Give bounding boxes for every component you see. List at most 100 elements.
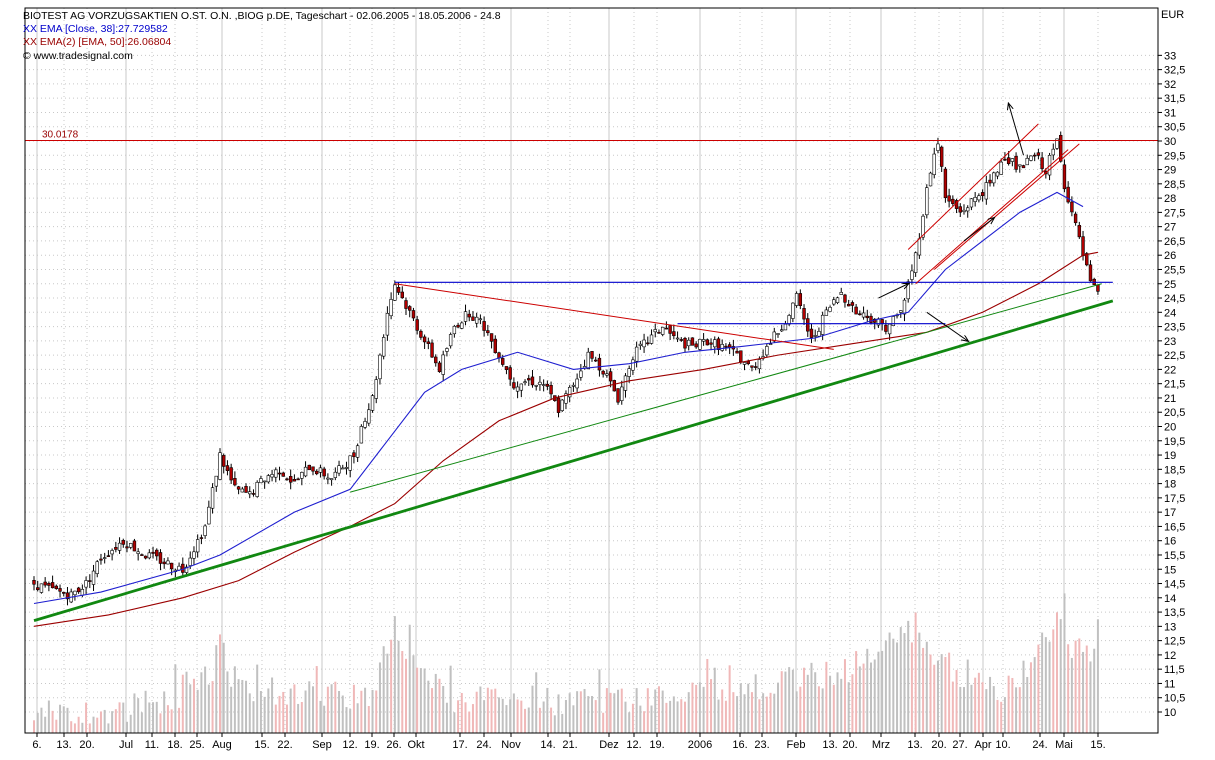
- candle-body: [765, 346, 769, 356]
- volume-bar: [114, 709, 117, 733]
- candle-body: [653, 329, 657, 333]
- candle-body: [162, 561, 166, 565]
- resistance-label: 30.0178: [42, 129, 79, 140]
- volume-bar: [855, 651, 858, 733]
- candle-body: [608, 371, 613, 382]
- volume-bar: [189, 684, 192, 733]
- volume-bar: [769, 692, 772, 733]
- volume-bar: [739, 683, 742, 733]
- volume-bar: [698, 682, 701, 733]
- volume-bar: [587, 696, 590, 733]
- candle-body: [1066, 186, 1070, 203]
- volume-bar: [512, 693, 515, 733]
- volume-bar: [464, 702, 467, 733]
- candle-body: [995, 171, 1000, 177]
- candle-body: [746, 361, 750, 365]
- volume-bar: [758, 699, 761, 733]
- x-tick-label: 13.: [56, 739, 71, 751]
- volume-bar: [483, 700, 486, 733]
- candle-body: [631, 359, 635, 371]
- candle-body: [835, 297, 840, 303]
- candle-body: [285, 478, 289, 481]
- volume-bar: [803, 667, 806, 733]
- y-tick-label: 15: [1164, 564, 1176, 576]
- candle-body: [370, 395, 375, 411]
- volume-bar: [773, 693, 776, 733]
- source-credit: © www.tradesignal.com: [23, 50, 133, 62]
- candle-body: [980, 192, 985, 197]
- candle-body: [791, 302, 795, 319]
- volume-bar: [181, 674, 184, 733]
- y-tick-label: 10,5: [1164, 693, 1185, 705]
- x-tick-label: 24.: [476, 739, 491, 751]
- volume-bar: [598, 669, 601, 733]
- y-tick-label: 21,5: [1164, 379, 1185, 391]
- y-tick-label: 17: [1164, 507, 1176, 519]
- y-tick-label: 25,5: [1164, 264, 1185, 276]
- candle-body: [463, 311, 468, 322]
- candle-body: [541, 384, 546, 386]
- chart-title: BIOTEST AG VORZUGSAKTIEN O.ST. O.N. ,BIO…: [23, 10, 501, 22]
- volume-bar: [99, 711, 102, 733]
- volume-bar: [486, 687, 489, 733]
- volume-bar: [676, 701, 679, 733]
- volume-bar: [963, 687, 965, 733]
- candle-body: [233, 478, 237, 486]
- volume-bar: [96, 717, 99, 733]
- candle-body: [1077, 225, 1082, 238]
- volume-bar: [438, 678, 441, 733]
- volume-bar: [687, 692, 690, 733]
- candle-body: [117, 542, 122, 551]
- candle-body: [806, 318, 810, 332]
- volume-bar: [992, 686, 995, 733]
- candle-body: [210, 487, 215, 509]
- candle-body: [222, 455, 226, 467]
- volume-bar: [672, 696, 675, 733]
- candle-body: [445, 348, 449, 352]
- candle-body: [422, 336, 427, 343]
- volume-bar: [970, 684, 973, 733]
- volume-bar: [40, 707, 43, 733]
- candle-body: [527, 378, 531, 381]
- volume-bar: [412, 655, 415, 733]
- trendline-support_bold: [33, 299, 1114, 622]
- candle-body: [39, 583, 44, 593]
- volume-bar: [948, 652, 951, 733]
- y-tick-label: 18: [1164, 479, 1176, 491]
- candle-body: [887, 323, 892, 335]
- candle-body: [58, 588, 62, 592]
- volume-bar: [527, 707, 530, 733]
- volume-bar: [780, 671, 783, 733]
- y-tick-label: 26: [1164, 250, 1176, 262]
- y-tick-label: 18,5: [1164, 464, 1185, 476]
- volume-bar: [832, 684, 835, 733]
- candle-body: [597, 357, 602, 371]
- candle-body: [132, 540, 137, 552]
- candle-body: [262, 480, 267, 483]
- y-tick-label: 29: [1164, 165, 1176, 177]
- volume-bar: [200, 672, 203, 733]
- candle-body: [687, 339, 691, 347]
- candle-body: [776, 333, 780, 335]
- candle-body: [958, 206, 962, 213]
- candle-body: [932, 153, 936, 175]
- candle-body: [623, 375, 628, 391]
- candle-body: [474, 316, 479, 324]
- candle-body: [50, 582, 55, 589]
- volume-bar: [211, 681, 214, 733]
- candle-body: [478, 318, 483, 321]
- volume-bar: [66, 707, 69, 733]
- candle-body: [739, 350, 743, 363]
- y-tick-label: 12,5: [1164, 636, 1185, 648]
- volume-bar: [531, 685, 534, 733]
- volume-bar: [293, 684, 296, 733]
- volume-bar: [442, 685, 445, 733]
- volume-bar: [1037, 644, 1040, 733]
- candle-body: [396, 287, 401, 293]
- volume-bar: [977, 672, 980, 733]
- candle-body: [400, 291, 404, 299]
- candle-body: [36, 587, 40, 590]
- candle-body: [88, 580, 92, 582]
- volume-bar: [215, 645, 218, 733]
- candle-body: [772, 331, 776, 342]
